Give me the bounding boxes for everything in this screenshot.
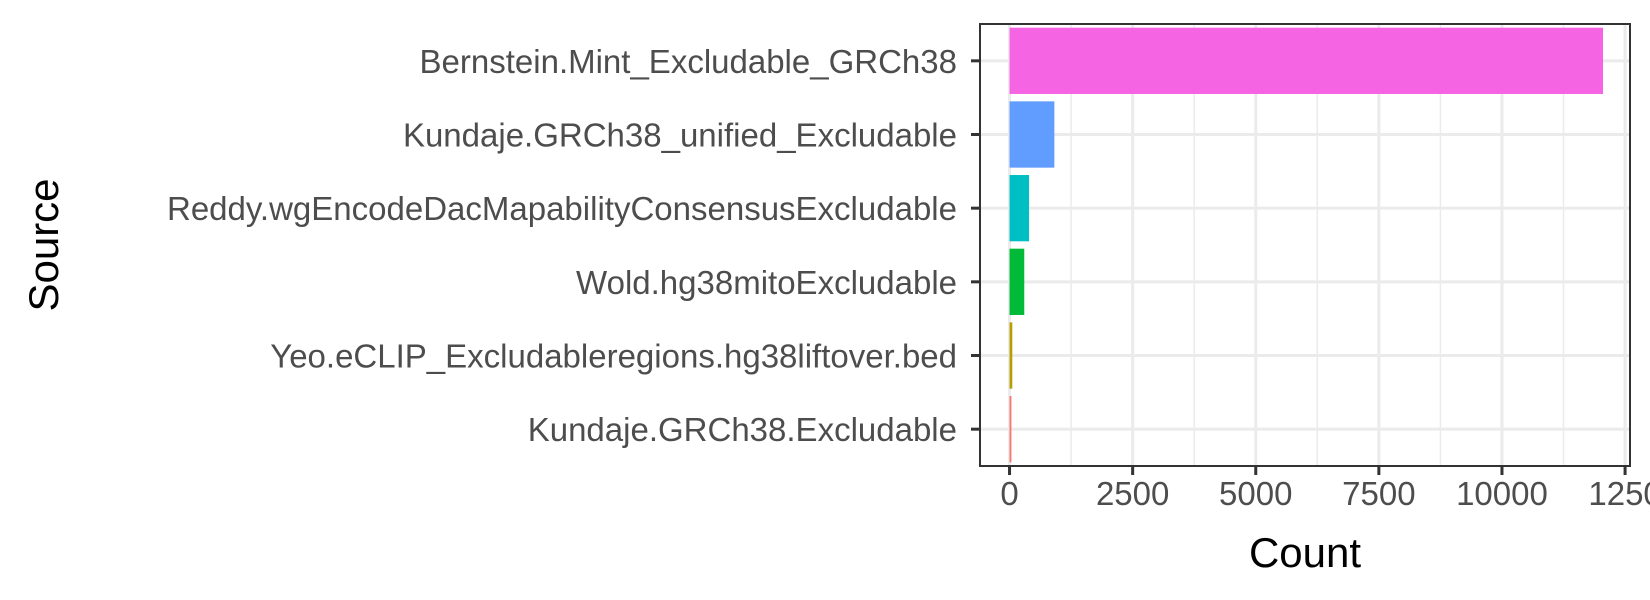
x-axis-title: Count — [1249, 529, 1361, 576]
y-axis-title: Source — [20, 178, 67, 311]
y-axis: Bernstein.Mint_Excludable_GRCh38 Kundaje.… — [167, 43, 980, 448]
x-tick-label: 0 — [1000, 475, 1018, 512]
y-tick-label: Wold.hg38mitoExcludable — [576, 264, 957, 301]
y-tick-label: Kundaje.GRCh38.Excludable — [528, 411, 957, 448]
x-tick-label: 5000 — [1219, 475, 1292, 512]
x-tick-label: 2500 — [1096, 475, 1169, 512]
x-tick-label: 7500 — [1342, 475, 1415, 512]
bar — [1009, 27, 1604, 94]
y-tick-label: Reddy.wgEncodeDacMapabilityConsensusExcl… — [167, 190, 957, 227]
x-axis: 0 2500 5000 7500 10000 1250 — [1000, 466, 1650, 512]
x-tick-label: 1250 — [1588, 475, 1650, 512]
bar — [1009, 175, 1030, 242]
bar — [1009, 248, 1025, 315]
plot-panel-border — [979, 23, 1631, 467]
y-tick-label: Bernstein.Mint_Excludable_GRCh38 — [420, 43, 957, 80]
bar — [1009, 101, 1055, 168]
bar — [1009, 396, 1012, 463]
bar — [1009, 322, 1013, 389]
y-tick-label: Yeo.eCLIP_Excludableregions.hg38liftover… — [270, 338, 957, 375]
minor-gridlines — [1070, 24, 1565, 466]
y-tick-label: Kundaje.GRCh38_unified_Excludable — [403, 117, 957, 154]
plot-panel-background — [980, 24, 1630, 466]
bars — [1009, 27, 1604, 463]
major-gridlines — [980, 24, 1630, 466]
x-tick-label: 10000 — [1456, 475, 1548, 512]
